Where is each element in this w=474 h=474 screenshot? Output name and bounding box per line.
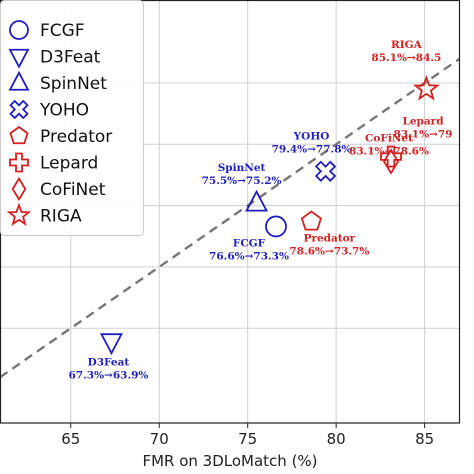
predator-annotation-value: 78.6%→73.7%: [289, 246, 369, 258]
x-axis-label: FMR on 3DLoMatch (%): [142, 452, 317, 470]
cofinet-annotation-name: CoFiNet: [365, 132, 413, 144]
spinnet-annotation-value: 75.5%→75.2%: [202, 175, 282, 187]
x-axis-ticks: 65 70 75 80 85: [61, 423, 434, 448]
riga-annotation-name: RIGA: [391, 39, 423, 51]
lepard-legend-label: Lepard: [40, 154, 98, 174]
yoho-marker: [314, 160, 337, 182]
fcgf-marker: [265, 215, 287, 238]
d3feat-legend-label: D3Feat: [40, 48, 101, 68]
cofinet-annotation-value: 83.1%→78.6%: [349, 145, 429, 157]
predator-annotation-name: Predator: [304, 233, 356, 245]
legend-box: [0, 0, 144, 236]
lepard-annotation-value: 83.1%→79: [394, 129, 453, 141]
lepard-legend-marker: [9, 152, 29, 173]
x-tick-label: 75: [238, 430, 257, 448]
fcgf-annotation-value: 76.6%→73.3%: [209, 250, 289, 262]
predator-legend-label: Predator: [40, 127, 112, 147]
d3feat-annotation-value: 67.3%→63.9%: [69, 370, 149, 382]
spinnet-legend-label: SpinNet: [40, 74, 107, 94]
fcgf-annotation-name: FCGF: [233, 237, 266, 249]
spinnet-annotation-name: SpinNet: [218, 162, 266, 174]
predator-marker: [300, 210, 322, 231]
legend: FCGF D3Feat SpinNet YOHO Predator Lepard CoFiN…: [0, 0, 144, 236]
predator-legend-marker: [9, 125, 29, 145]
yoho-annotation-value: 79.4%→77.8%: [272, 143, 352, 155]
d3feat-marker: [99, 333, 123, 356]
riga-annotation-value: 85.1%→84.5: [371, 52, 441, 64]
riga-legend-marker: [6, 202, 32, 226]
data-markers: [99, 75, 440, 356]
spinnet-marker: [245, 189, 269, 212]
x-tick-label: 85: [415, 430, 434, 448]
lepard-annotation-name: Lepard: [402, 116, 444, 128]
x-tick-label: 70: [150, 430, 169, 448]
cofinet-marker: [382, 148, 400, 175]
cofinet-legend-label: CoFiNet: [40, 180, 106, 200]
d3feat-annotation-name: D3Feat: [88, 357, 130, 369]
fcgf-legend-marker: [9, 20, 29, 40]
yoho-annotation-name: YOHO: [293, 130, 330, 142]
yoho-legend-label: YOHO: [39, 101, 89, 121]
d3feat-legend-marker: [8, 48, 30, 69]
diagonal-reference-line: [0, 57, 460, 379]
point-annotations: FCGF76.6%→73.3%D3Feat67.3%→63.9%SpinNet7…: [69, 39, 453, 382]
riga-marker: [412, 75, 440, 101]
yoho-legend-marker: [9, 99, 29, 120]
spinnet-legend-marker: [8, 70, 30, 91]
cofinet-legend-marker: [11, 176, 27, 202]
x-tick-label: 65: [61, 430, 80, 448]
fcgf-legend-label: FCGF: [40, 21, 85, 41]
x-tick-label: 80: [327, 430, 346, 448]
riga-legend-label: RIGA: [40, 207, 82, 227]
